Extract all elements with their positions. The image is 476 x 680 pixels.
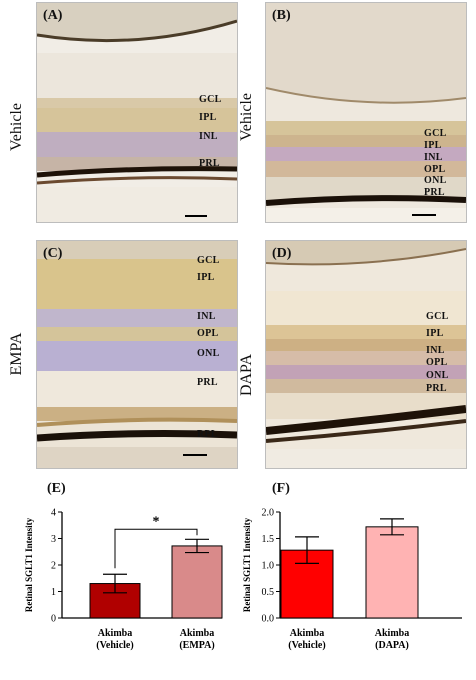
layer-label-ipl: IPL: [426, 328, 444, 339]
retina-image-d: [266, 241, 466, 468]
y-tick-label: 1: [51, 587, 56, 598]
layer-label-onl: ONL: [426, 370, 449, 381]
y-axis-label: Retinal SGLT1 Intensity: [24, 517, 34, 612]
layer-label-ipl: IPL: [199, 112, 217, 123]
scale-bar: [412, 214, 436, 216]
bar: [171, 545, 223, 619]
layer-label-opl: OPL: [424, 164, 446, 175]
x-tick-label: (DAPA): [375, 640, 409, 651]
layer-label-ipl: IPL: [197, 272, 215, 283]
x-tick-label: Akimba: [375, 628, 409, 639]
x-tick-label: Akimba: [290, 628, 324, 639]
x-tick-label: (Vehicle): [96, 640, 133, 651]
panel-label-b: (B): [272, 8, 291, 23]
layer-label-inl: INL: [424, 152, 443, 163]
scale-bar: [185, 215, 207, 217]
significance-bracket: [114, 528, 198, 569]
significance-marker: *: [153, 514, 160, 529]
x-tick-label: Akimba: [180, 628, 214, 639]
y-tick-label: 3: [51, 534, 56, 545]
y-tick-label: 4: [51, 508, 56, 519]
x-tick-label: (EMPA): [179, 640, 214, 651]
layer-label-gcl: GCL: [426, 311, 449, 322]
bar: [365, 526, 419, 619]
layer-label-inl: INL: [197, 311, 216, 322]
bar-chart-f: 0.0 0.5 1.0 1.5 2.0 Retinal SGLT1 Intensity Ak…: [242, 508, 462, 651]
retina-image-a: [37, 3, 237, 222]
layer-label-rpl: RPL: [197, 429, 218, 440]
panel-label-d: (D): [272, 246, 292, 261]
layer-label-prl: PRL: [426, 383, 447, 394]
side-label-dapa: DAPA: [238, 353, 255, 397]
layer-label-ipl: IPL: [424, 140, 442, 151]
x-tick-label: (Vehicle): [288, 640, 325, 651]
y-tick-label: 1.0: [262, 561, 275, 572]
x-tick-label: Akimba: [98, 628, 132, 639]
y-tick-label: 0.5: [262, 587, 275, 598]
micrograph-panel-c: (C) GCL IPL INL OPL ONL PRL RPL: [36, 240, 238, 469]
y-tick-label: 2.0: [262, 508, 275, 519]
chart-label-e: (E): [47, 481, 66, 496]
y-tick-label: 2: [51, 561, 56, 572]
micrograph-panel-b: (B) GCL IPL INL OPL ONL PRL: [265, 2, 467, 223]
y-tick-label: 0: [51, 614, 56, 625]
layer-label-inl: INL: [426, 345, 445, 356]
layer-label-gcl: GCL: [197, 255, 220, 266]
layer-label-prl: PRL: [197, 377, 218, 388]
side-label-empa: EMPA: [8, 332, 25, 376]
layer-label-opl: OPL: [426, 357, 448, 368]
y-tick-label: 1.5: [262, 534, 275, 545]
layer-label-prl: PRL: [199, 158, 220, 169]
panel-label-c: (C): [43, 246, 63, 261]
y-axis-label: Retinal SGLT1 Intensity: [242, 517, 252, 612]
chart-label-f: (F): [272, 481, 290, 496]
side-label-vehicle-b: Vehicle: [238, 93, 255, 141]
panel-label-a: (A): [43, 8, 63, 23]
layer-label-gcl: GCL: [199, 94, 222, 105]
layer-label-gcl: GCL: [424, 128, 447, 139]
layer-label-inl: INL: [199, 131, 218, 142]
micrograph-panel-a: (A) GCL IPL INL PRL: [36, 2, 238, 223]
micrograph-panel-d: (D) GCL IPL INL OPL ONL PRL: [265, 240, 467, 469]
scale-bar: [183, 454, 207, 456]
layer-label-onl: ONL: [197, 348, 220, 359]
layer-label-prl: PRL: [424, 187, 445, 198]
layer-label-opl: OPL: [197, 328, 219, 339]
side-label-vehicle-a: Vehicle: [8, 103, 25, 151]
y-tick-label: 0.0: [262, 614, 275, 625]
layer-label-onl: ONL: [424, 175, 447, 186]
retina-image-b: [266, 3, 466, 222]
retina-image-c: [37, 241, 237, 468]
